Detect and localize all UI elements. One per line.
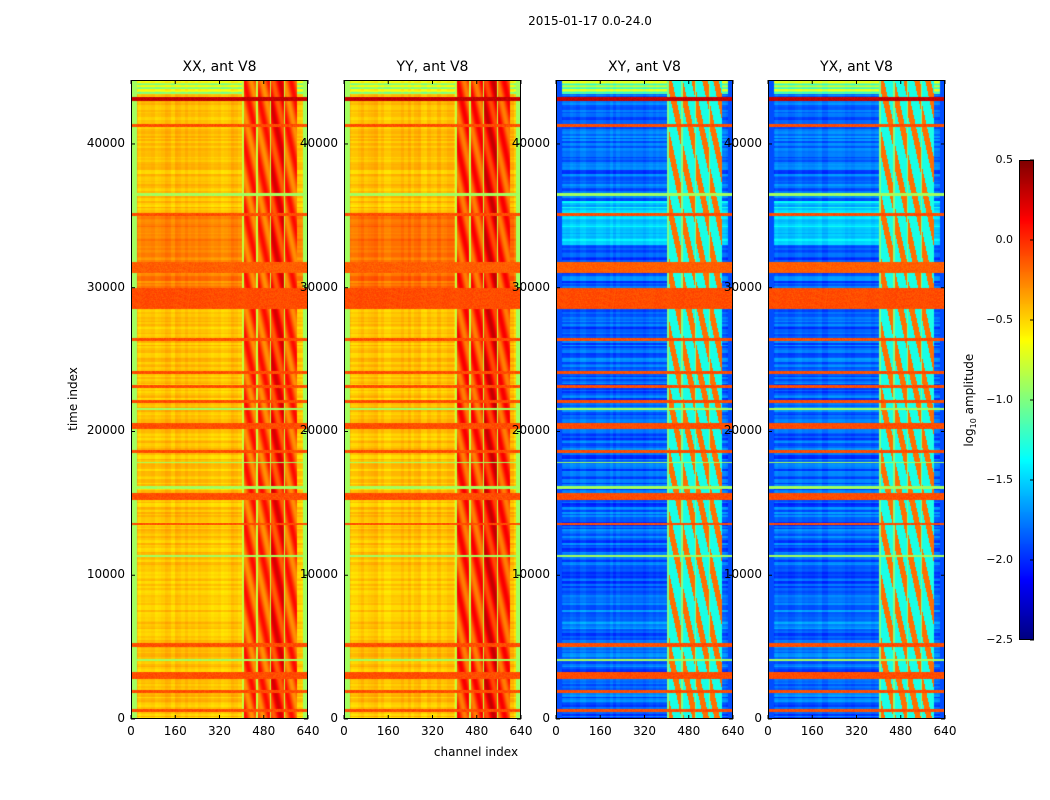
colorbar-gradient	[1019, 160, 1034, 640]
y-tick-label: 30000	[86, 279, 125, 294]
colorbar-tick-label: −1.0	[986, 393, 1013, 406]
colorbar-label-base: log	[961, 428, 976, 447]
panel-title-xx: XX, ant V8	[182, 59, 257, 75]
heatmap-panel-yx	[767, 80, 946, 720]
axes-border	[768, 80, 945, 719]
heatmap-panel-xx	[130, 80, 309, 720]
panel-title-yy: YY, ant V8	[396, 59, 469, 75]
figure-title: 2015-01-17 0.0-24.0	[528, 14, 652, 28]
colorbar-tick-label: −0.5	[986, 313, 1013, 326]
y-tick-label: 0	[117, 711, 125, 725]
x-tick-label: 480	[677, 724, 701, 738]
y-tick-label: 0	[330, 711, 338, 725]
x-tick-label: 160	[376, 724, 400, 738]
x-tick-label: 320	[421, 724, 444, 738]
y-tick-label: 40000	[299, 135, 338, 150]
colorbar-tick-label: −2.0	[986, 553, 1013, 566]
axes-border	[556, 80, 733, 719]
heatmap-image	[344, 80, 521, 719]
axes-frame	[343, 80, 522, 720]
x-tick-label: 640	[296, 724, 320, 738]
x-tick-label: 320	[208, 724, 231, 738]
x-tick-label: 640	[509, 724, 533, 738]
axes-border	[344, 80, 521, 719]
heatmap-image	[556, 80, 733, 719]
x-tick-label: 480	[889, 724, 913, 738]
x-tick-label: 0	[127, 724, 135, 738]
heatmap-image	[131, 80, 308, 719]
y-tick-label: 10000	[511, 567, 550, 582]
colorbar	[1019, 159, 1034, 641]
y-tick-label: 10000	[723, 567, 762, 582]
y-tick-label: 0	[754, 711, 762, 725]
y-tick-label: 20000	[86, 423, 125, 438]
x-tick-label: 160	[163, 724, 187, 738]
panel-title-xy: XY, ant V8	[608, 59, 681, 75]
x-tick-label: 480	[252, 724, 276, 738]
x-tick-label: 0	[764, 724, 772, 738]
x-tick-label: 640	[721, 724, 745, 738]
heatmap-panel-yy	[343, 80, 522, 720]
y-tick-label: 10000	[86, 567, 125, 582]
y-tick-label: 30000	[511, 279, 550, 294]
x-tick-label: 640	[933, 724, 957, 738]
x-tick-label: 480	[465, 724, 489, 738]
y-tick-label: 20000	[511, 423, 550, 438]
x-tick-label: 0	[552, 724, 560, 738]
y-tick-label: 40000	[511, 135, 550, 150]
y-tick-label: 20000	[299, 423, 338, 438]
axes-frame	[767, 80, 946, 720]
y-tick-label: 20000	[723, 423, 762, 438]
y-tick-label: 10000	[299, 567, 338, 582]
y-tick-label: 40000	[86, 135, 125, 150]
colorbar-tick-label: 0.5	[995, 153, 1014, 166]
y-tick-label: 30000	[299, 279, 338, 294]
heatmap-image	[768, 80, 945, 719]
y-tick-label: 40000	[723, 135, 762, 150]
axes-border	[131, 80, 308, 719]
x-tick-label: 0	[340, 724, 348, 738]
colorbar-tick-label: 0.0	[995, 233, 1014, 246]
y-tick-label: 0	[542, 711, 550, 725]
axes-frame	[130, 80, 309, 720]
x-tick-label: 320	[633, 724, 656, 738]
colorbar-label-rest: amplitude	[961, 353, 976, 419]
panel-title-yx: YX, ant V8	[820, 59, 893, 75]
colorbar-label-subscript: 10	[969, 418, 979, 429]
x-tick-label: 320	[845, 724, 868, 738]
heatmap-panel-xy	[555, 80, 734, 720]
colorbar-tick-label: −1.5	[986, 473, 1013, 486]
x-tick-label: 160	[588, 724, 612, 738]
colorbar-tick-label: −2.5	[986, 633, 1013, 646]
colorbar-frame	[1019, 159, 1034, 641]
x-axis-label: channel index	[433, 745, 519, 759]
y-tick-label: 30000	[723, 279, 762, 294]
x-tick-label: 160	[800, 724, 824, 738]
axes-frame	[555, 80, 734, 720]
